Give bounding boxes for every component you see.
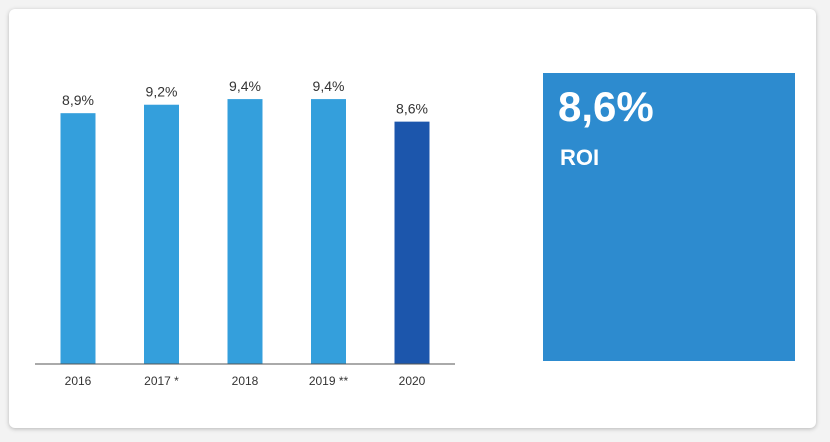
x-tick-label: 2016 <box>65 374 92 388</box>
chart-card: 8,9% 2016 9,2% 2017 * 9,4% 2018 9,4% 2019 ** 8,6… <box>9 9 816 428</box>
bar <box>60 113 96 364</box>
data-label: 9,4% <box>313 78 345 94</box>
data-label: 8,6% <box>396 101 428 117</box>
x-tick-label: 2020 <box>399 374 426 388</box>
data-label: 9,2% <box>146 84 178 100</box>
bar <box>144 104 179 365</box>
data-label: 8,9% <box>62 92 94 108</box>
kpi-label: ROI <box>560 145 600 170</box>
x-tick-label: 2018 <box>232 374 259 388</box>
bar-chart: 8,9% 2016 9,2% 2017 * 9,4% 2018 9,4% 2019 ** 8,6… <box>35 78 455 388</box>
bar <box>227 99 263 364</box>
bar <box>394 121 430 365</box>
bar <box>311 99 346 364</box>
x-tick-label: 2017 * <box>144 374 179 388</box>
data-label: 9,4% <box>229 78 261 94</box>
kpi-tile: 8,6% ROI <box>543 73 795 361</box>
x-tick-label: 2019 ** <box>309 374 349 388</box>
kpi-value: 8,6% <box>558 83 654 130</box>
